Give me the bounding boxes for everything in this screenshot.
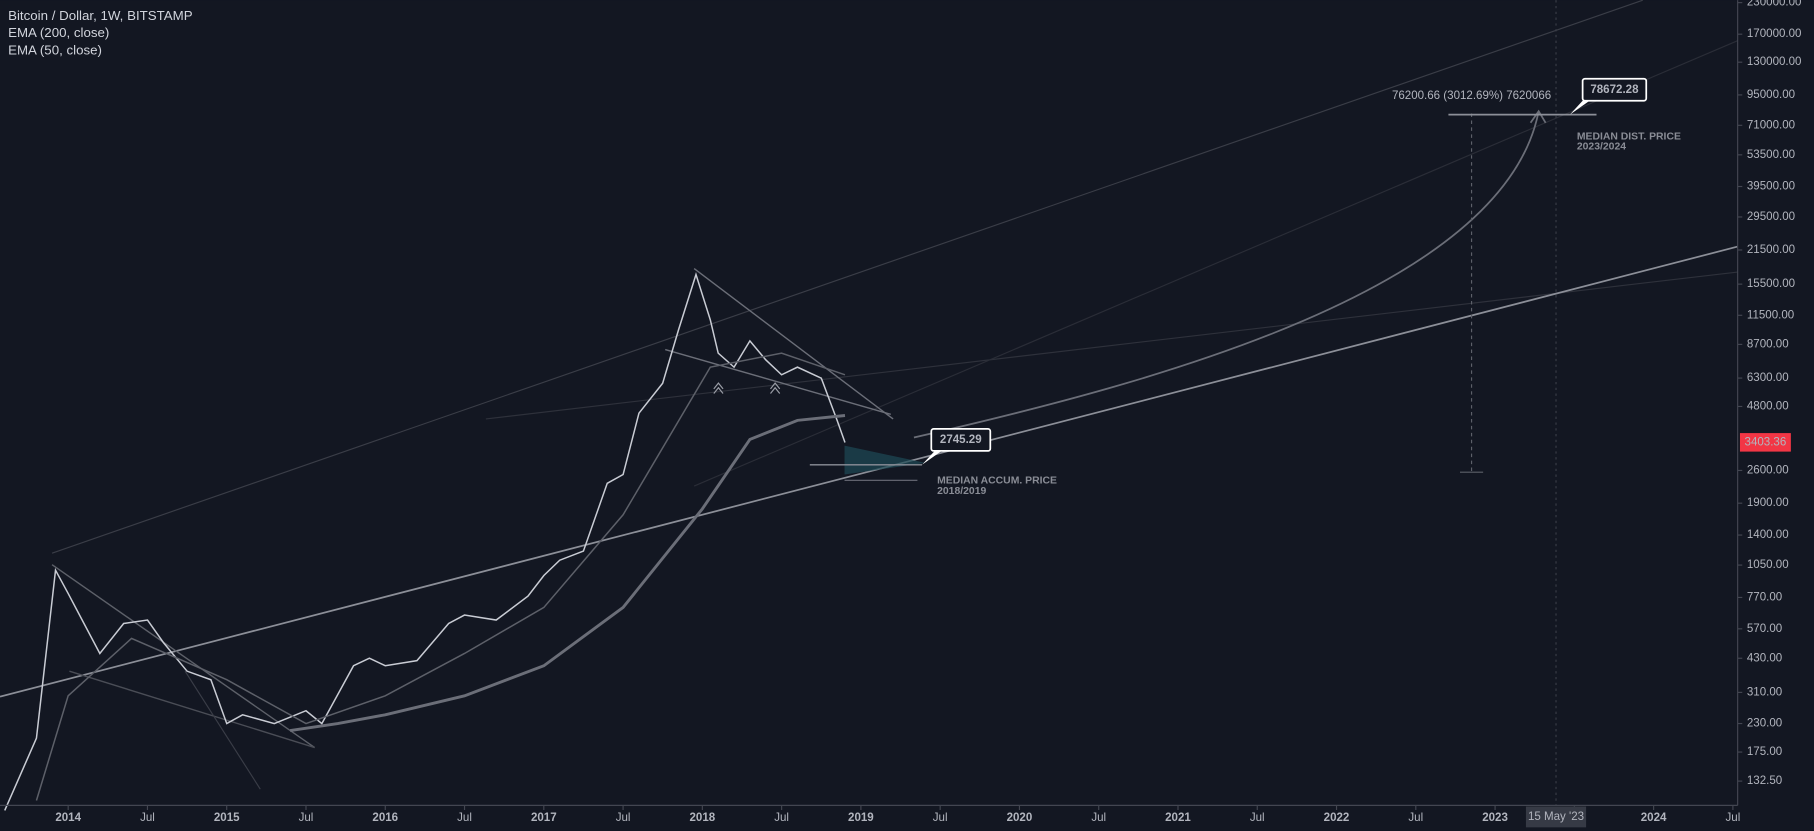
y-tick-label: 310.00 bbox=[1747, 686, 1782, 698]
x-tick-label: Jul bbox=[933, 812, 948, 824]
y-tick-label: 2600.00 bbox=[1747, 464, 1789, 476]
range-label: 76200.66 (3012.69%) 7620066 bbox=[1392, 90, 1551, 102]
callout-box bbox=[930, 428, 992, 452]
trend-line bbox=[184, 670, 261, 790]
callout-pointer bbox=[1569, 100, 1590, 115]
x-tick-label: Jul bbox=[774, 812, 789, 824]
accum-note: 2018/2019 bbox=[937, 486, 986, 497]
y-tick-label: 230.00 bbox=[1747, 718, 1782, 730]
arrow-head bbox=[1529, 109, 1547, 124]
trend-line bbox=[665, 348, 891, 416]
y-tick-label: 230000.00 bbox=[1747, 0, 1802, 9]
y-tick-label: 53500.00 bbox=[1747, 149, 1795, 161]
y-tick-label: 1050.00 bbox=[1747, 559, 1789, 571]
x-tick-label: 2019 bbox=[848, 812, 874, 824]
dist-note: 2023/2024 bbox=[1577, 142, 1626, 153]
x-tick-label: Jul bbox=[457, 812, 472, 824]
accum-note: MEDIAN ACCUM. PRICE bbox=[937, 476, 1057, 487]
legend-title: Bitcoin / Dollar, 1W, BITSTAMP bbox=[8, 8, 193, 23]
y-tick-label: 21500.00 bbox=[1747, 244, 1795, 256]
callout-label: 78672.28 bbox=[1590, 84, 1639, 96]
y-tick-label: 1900.00 bbox=[1747, 497, 1789, 509]
ema-line bbox=[35, 352, 846, 801]
legend-item: EMA (200, close) bbox=[8, 25, 109, 40]
y-tick-label: 6300.00 bbox=[1747, 372, 1789, 384]
y-tick-label: 132.50 bbox=[1747, 775, 1782, 787]
y-tick-label: 1400.00 bbox=[1747, 529, 1789, 541]
last-price-box bbox=[1739, 433, 1791, 452]
ema-line bbox=[289, 414, 846, 732]
projection-arrow bbox=[913, 111, 1540, 439]
y-tick-label: 39500.00 bbox=[1747, 181, 1795, 193]
x-tick-label: Jul bbox=[1091, 812, 1106, 824]
y-tick-label: 29500.00 bbox=[1747, 211, 1795, 223]
x-tick-label: 2015 bbox=[214, 812, 240, 824]
callout-label: 2745.29 bbox=[940, 434, 982, 446]
y-tick-label: 570.00 bbox=[1747, 623, 1782, 635]
x-tick-label: 2023 bbox=[1482, 812, 1508, 824]
callout-pointer bbox=[922, 450, 942, 465]
y-tick-label: 15500.00 bbox=[1747, 278, 1795, 290]
trend-line bbox=[51, 564, 316, 749]
y-tick-label: 175.00 bbox=[1747, 746, 1782, 758]
y-tick-label: 770.00 bbox=[1747, 591, 1782, 603]
cursor-date-box bbox=[1525, 806, 1587, 828]
x-tick-label: 2014 bbox=[55, 812, 81, 824]
x-tick-label: Jul bbox=[1408, 812, 1423, 824]
channel-line bbox=[51, 0, 1643, 554]
y-tick-label: 95000.00 bbox=[1747, 89, 1795, 101]
callout-box bbox=[1581, 77, 1648, 102]
cursor-date: 15 May '23 bbox=[1528, 811, 1584, 823]
trend-line bbox=[0, 245, 1738, 698]
x-tick-label: 2020 bbox=[1007, 812, 1033, 824]
y-tick-label: 4800.00 bbox=[1747, 401, 1789, 413]
signal-marker bbox=[713, 382, 781, 394]
price-line bbox=[4, 271, 846, 811]
legend-item: EMA (50, close) bbox=[8, 43, 102, 58]
x-tick-label: 2021 bbox=[1165, 812, 1191, 824]
accum-zone bbox=[844, 445, 926, 475]
x-tick-label: Jul bbox=[299, 812, 314, 824]
last-price-label: 3403.36 bbox=[1745, 436, 1787, 448]
y-tick-label: 71000.00 bbox=[1747, 119, 1795, 131]
x-tick-label: Jul bbox=[616, 812, 631, 824]
x-tick-label: Jul bbox=[140, 812, 155, 824]
x-tick-label: Jul bbox=[1250, 812, 1265, 824]
x-tick-label: 2016 bbox=[372, 812, 398, 824]
x-tick-label: 2018 bbox=[690, 812, 716, 824]
y-tick-label: 8700.00 bbox=[1747, 338, 1789, 350]
y-tick-label: 11500.00 bbox=[1747, 309, 1794, 321]
y-tick-label: 170000.00 bbox=[1747, 28, 1802, 40]
x-tick-label: 2022 bbox=[1324, 812, 1350, 824]
trend-line bbox=[693, 268, 894, 420]
x-tick-label: Jul bbox=[1726, 812, 1741, 824]
plot-area bbox=[0, 0, 1738, 811]
trend-line bbox=[69, 670, 315, 749]
x-tick-label: 2024 bbox=[1641, 812, 1667, 824]
dist-note: MEDIAN DIST. PRICE bbox=[1577, 131, 1681, 142]
x-tick-label: 2017 bbox=[531, 812, 557, 824]
y-tick-label: 430.00 bbox=[1747, 652, 1782, 664]
y-tick-label: 130000.00 bbox=[1747, 56, 1802, 68]
